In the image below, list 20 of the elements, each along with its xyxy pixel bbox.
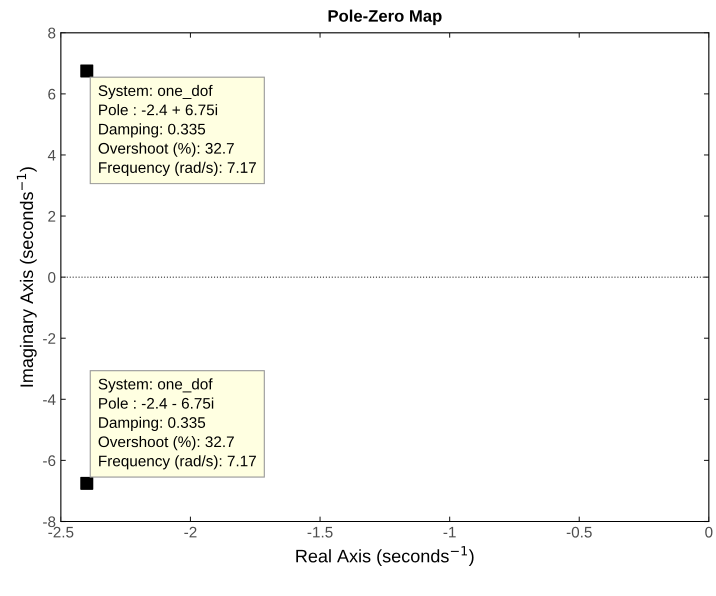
x-tick-label: -0.5 bbox=[566, 526, 592, 538]
y-tick-label: 4 bbox=[48, 150, 56, 160]
annotation: System: one_dof Pole : -2.4 - 6.75i Damping: 0.335 Overshoot (%): 32.7 Frequency (rad/s): 7.17 bbox=[98, 378, 256, 470]
y-tick-label: -6 bbox=[43, 455, 56, 466]
y-tick-label: 8 bbox=[48, 28, 56, 38]
x-axis-title: Real Axis (seconds$^{−1}$) bbox=[296, 546, 474, 566]
x-tick-label: -2 bbox=[184, 526, 196, 538]
y-tick-label: -4 bbox=[43, 394, 56, 405]
annotation: System: one_dof Pole : -2.4 + 6.75i Damping: 0.335 Overshoot (%): 32.7 Frequency (rad/s): 7.17 bbox=[98, 84, 256, 176]
y-tick-label: 6 bbox=[48, 88, 56, 100]
x-tick-label: 0 bbox=[705, 526, 712, 538]
x-tick-label: -2.5 bbox=[48, 526, 74, 538]
x-tick-label: -1.5 bbox=[308, 526, 333, 538]
x-tick-label: -1 bbox=[444, 526, 456, 538]
y-tick-label: -2 bbox=[43, 333, 56, 344]
y-tick-label: 2 bbox=[48, 210, 56, 222]
chart-title: Pole-Zero Map bbox=[328, 10, 442, 26]
y-tick-label: 0 bbox=[48, 272, 56, 283]
y-tick-label: -8 bbox=[43, 516, 56, 528]
y-axis-title: Imaginary Axis (seconds$^{−1}$) bbox=[16, 167, 37, 387]
